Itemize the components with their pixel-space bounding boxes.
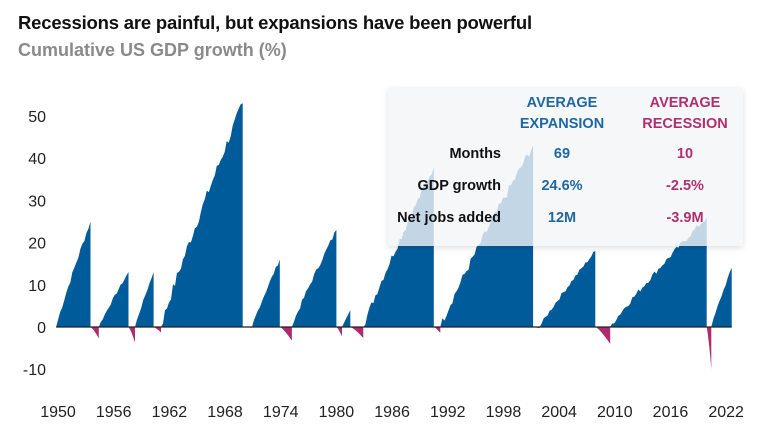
x-tick-label: 1986 (374, 404, 410, 421)
expansion-area (342, 310, 351, 327)
value-recession-months: 10 (676, 146, 694, 162)
x-tick-label: 1962 (152, 404, 188, 421)
value-recession-net-jobs: -3.9M (666, 210, 704, 226)
header-average-recession: AVERAGE RECESSION (625, 93, 745, 135)
recession-area (350, 327, 364, 338)
expansion-area (539, 251, 596, 327)
expansion-area (291, 229, 337, 327)
expansion-area (252, 259, 280, 327)
expansion-area (56, 221, 91, 327)
recession-area (90, 327, 99, 339)
header-line: EXPANSION (519, 116, 605, 132)
x-tick-label: 1980 (319, 404, 355, 421)
y-tick-label: 50 (28, 109, 46, 126)
value-expansion-net-jobs: 12M (547, 210, 577, 226)
value-recession-gdp-growth: -2.5% (666, 178, 704, 194)
x-tick-label: 1968 (207, 404, 243, 421)
row-label-gdp-growth: GDP growth (417, 178, 501, 194)
x-tick-label: 1992 (430, 404, 466, 421)
y-tick-label: 30 (28, 193, 46, 210)
x-tick-label: 1950 (40, 404, 76, 421)
recession-area (128, 327, 135, 343)
recession-area (336, 327, 342, 337)
x-tick-label: 2016 (653, 404, 689, 421)
stats-panel: AVERAGE EXPANSION AVERAGE RECESSION Mont… (388, 88, 743, 246)
header-average-expansion: AVERAGE EXPANSION (502, 93, 622, 135)
expansion-area (98, 272, 129, 327)
chart-subtitle: Cumulative US GDP growth (%) (18, 40, 287, 60)
expansion-area (161, 103, 243, 327)
row-label-months: Months (449, 146, 501, 162)
x-tick-label: 2022 (708, 404, 744, 421)
y-tick-label: 20 (28, 236, 46, 253)
x-axis-ticks: 1950 1956 1962 1968 1974 1980 1986 1992 1998 2004… (40, 404, 744, 421)
y-tick-label: -10 (23, 362, 46, 379)
value-expansion-gdp-growth: 24.6% (541, 178, 583, 194)
recession-area (433, 327, 441, 333)
y-tick-label: 0 (37, 320, 46, 337)
x-tick-label: 1998 (486, 404, 522, 421)
recession-area (279, 327, 292, 341)
expansion-area (711, 267, 732, 327)
chart-title: Recessions are painful, but expansions h… (18, 12, 532, 33)
x-tick-label: 1956 (96, 404, 132, 421)
header-line: AVERAGE (649, 95, 721, 111)
header-line: AVERAGE (526, 95, 598, 111)
x-tick-label: 2010 (597, 404, 633, 421)
expansion-area (135, 272, 154, 327)
row-label-net-jobs: Net jobs added (397, 210, 501, 226)
y-axis-ticks: 50 40 30 20 10 0 -10 (23, 109, 46, 379)
y-tick-label: 10 (28, 278, 46, 295)
x-tick-label: 2004 (541, 404, 577, 421)
value-expansion-months: 69 (553, 146, 571, 162)
recession-area (595, 327, 611, 344)
recession-area (706, 327, 712, 370)
y-tick-label: 40 (28, 151, 46, 168)
x-tick-label: 1974 (263, 404, 299, 421)
recession-area (153, 327, 161, 333)
header-line: RECESSION (642, 116, 728, 132)
